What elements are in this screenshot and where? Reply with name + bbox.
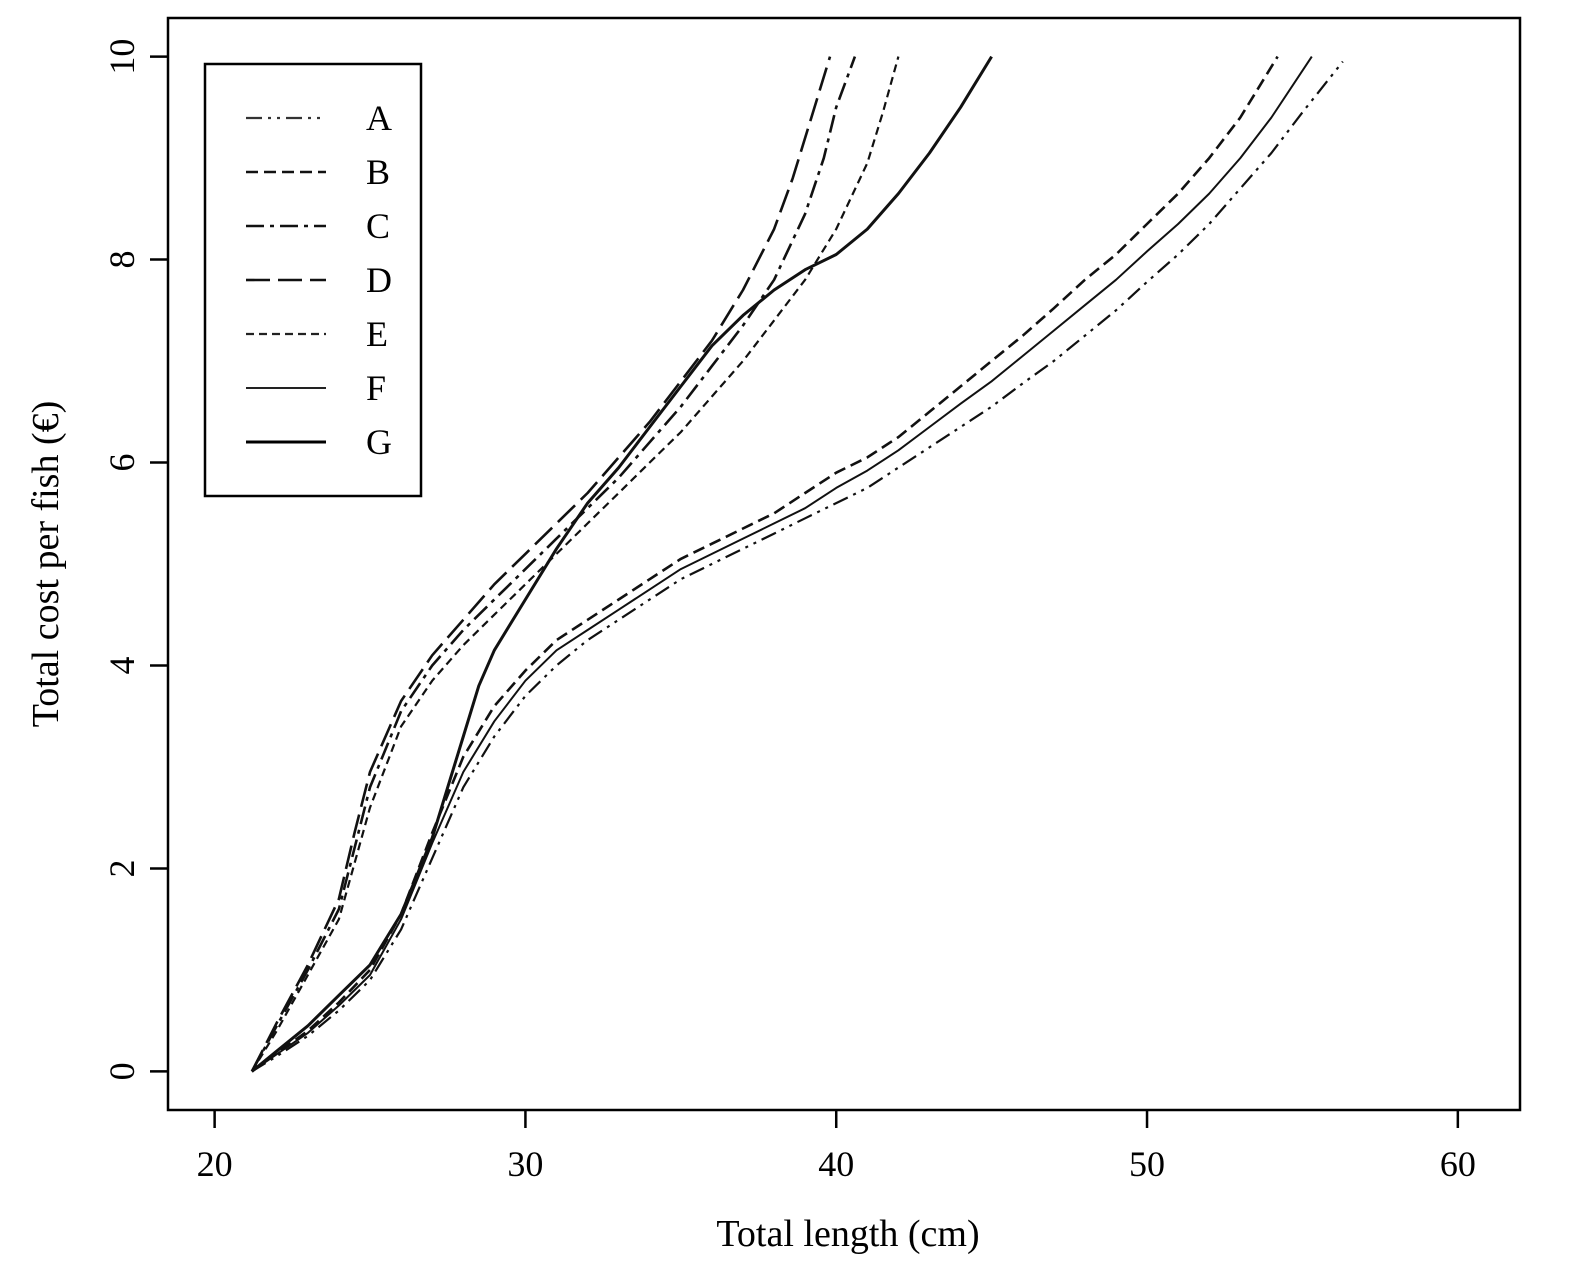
legend-label-g: G [366, 422, 392, 462]
y-tick-label: 0 [102, 1062, 142, 1080]
series-line-f [251, 56, 1313, 1073]
y-axis: 0 2 4 6 8 10 [102, 39, 168, 1080]
y-tick-label: 2 [102, 859, 142, 877]
x-tick-label: 50 [1129, 1144, 1165, 1184]
y-axis-title: Total cost per fish (€) [25, 401, 67, 728]
x-tick-label: 60 [1440, 1144, 1476, 1184]
x-tick-label: 30 [507, 1144, 543, 1184]
series-line-e [250, 56, 900, 1072]
series-line-a [251, 60, 1344, 1073]
legend-label-f: F [366, 368, 386, 408]
legend-label-d: D [366, 260, 392, 300]
legend-label-b: B [366, 152, 390, 192]
y-tick-label: 4 [102, 656, 142, 674]
x-axis-title: Total length (cm) [716, 1213, 979, 1255]
x-tick-label: 40 [818, 1144, 854, 1184]
legend-label-a: A [366, 98, 392, 138]
series-line-g [250, 55, 993, 1073]
plot-frame [166, 16, 1522, 1112]
y-tick-label: 10 [102, 39, 142, 75]
x-axis: 20 30 40 50 60 [197, 1110, 1476, 1184]
y-tick-label: 8 [102, 251, 142, 269]
legend-label-c: C [366, 206, 390, 246]
series-layer [250, 55, 1344, 1073]
y-tick-label: 6 [102, 454, 142, 472]
series-line-c [250, 56, 857, 1073]
series-line-d [250, 56, 832, 1072]
legend-label-e: E [366, 314, 388, 354]
x-tick-label: 20 [197, 1144, 233, 1184]
